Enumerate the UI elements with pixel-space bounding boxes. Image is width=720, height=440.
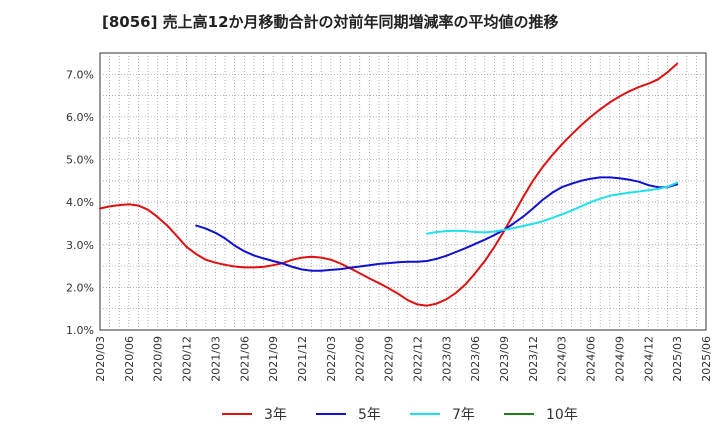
x-axis-ticks: 2020/03 2020/06 2020/09 2020/12 2021/03 2021/… — [94, 336, 713, 382]
grid-lines — [100, 53, 706, 330]
y-axis-ticks: 1.0% 2.0% 3.0% 4.0% 5.0% 6.0% 7.0% — [66, 68, 94, 337]
x-tick-label: 2022/06 — [354, 336, 367, 382]
x-tick-label: 2024/03 — [556, 336, 569, 382]
x-tick-label: 2020/06 — [123, 336, 136, 382]
x-tick-label: 2022/12 — [411, 336, 424, 382]
x-tick-label: 2022/09 — [383, 336, 396, 382]
x-tick-label: 2024/06 — [585, 336, 598, 382]
y-tick-label: 4.0% — [66, 196, 94, 209]
y-tick-label: 1.0% — [66, 324, 94, 337]
legend-label: 10年 — [546, 407, 578, 423]
series-layer — [99, 62, 679, 307]
series-line-5年 — [195, 176, 679, 272]
x-tick-label: 2021/06 — [238, 336, 251, 382]
legend-label: 3年 — [264, 407, 287, 423]
x-tick-label: 2022/03 — [325, 336, 338, 382]
x-tick-label: 2023/09 — [498, 336, 511, 382]
x-tick-label: 2021/09 — [267, 336, 280, 382]
legend-label: 7年 — [452, 407, 475, 423]
x-tick-label: 2023/03 — [440, 336, 453, 382]
plot-area — [99, 52, 707, 331]
x-tick-label: 2025/06 — [700, 336, 713, 382]
y-tick-label: 2.0% — [66, 281, 94, 294]
y-tick-label: 7.0% — [66, 68, 94, 81]
legend: 3年 5年 7年 10年 — [222, 407, 578, 423]
x-tick-label: 2025/03 — [671, 336, 684, 382]
series-line-3年 — [99, 62, 679, 307]
x-tick-label: 2020/03 — [94, 336, 107, 382]
x-tick-label: 2020/12 — [181, 336, 194, 382]
y-tick-label: 3.0% — [66, 239, 94, 252]
x-tick-label: 2024/09 — [613, 336, 626, 382]
series-line-7年 — [426, 181, 679, 235]
x-tick-label: 2021/03 — [209, 336, 222, 382]
x-tick-label: 2023/06 — [469, 336, 482, 382]
y-tick-label: 5.0% — [66, 154, 94, 167]
x-tick-label: 2021/12 — [296, 336, 309, 382]
chart-title: [8056] 売上高12か月移動合計の対前年同期増減率の平均値の推移 — [102, 13, 559, 31]
x-tick-label: 2023/12 — [527, 336, 540, 382]
plot-frame — [99, 52, 707, 331]
legend-label: 5年 — [358, 407, 381, 423]
x-tick-label: 2020/09 — [152, 336, 165, 382]
x-tick-label: 2024/12 — [642, 336, 655, 382]
y-tick-label: 6.0% — [66, 111, 94, 124]
